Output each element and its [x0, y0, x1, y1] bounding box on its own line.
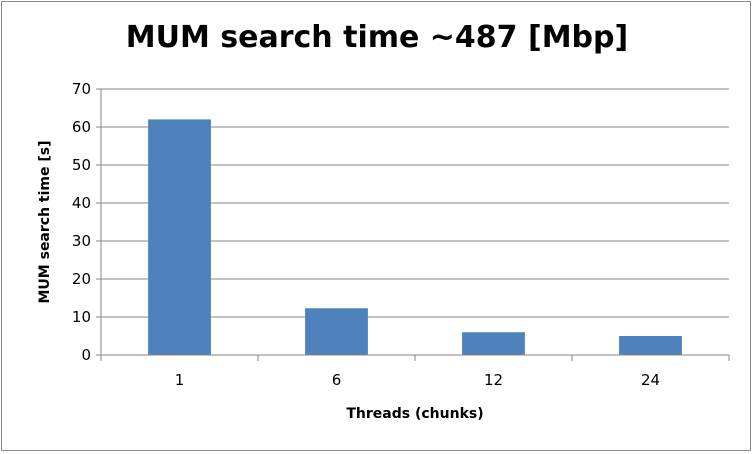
- bar-12: [462, 332, 525, 355]
- x-tick-label: 24: [641, 371, 660, 389]
- bars: [148, 119, 682, 356]
- bar-24: [619, 336, 682, 355]
- bar-1: [148, 119, 211, 356]
- y-tick-label: 0: [81, 346, 91, 364]
- x-tick-label: 6: [332, 371, 342, 389]
- y-axis-label: MUM search time [s]: [37, 140, 53, 303]
- y-tick-label: 50: [72, 156, 91, 174]
- x-tick-label: 12: [484, 371, 503, 389]
- y-tick-label: 30: [72, 232, 91, 250]
- x-axis-label: Threads (chunks): [346, 406, 483, 422]
- y-tick-label: 60: [72, 118, 91, 136]
- y-tick-label: 70: [72, 80, 91, 98]
- x-tick-labels: 1 6 12 24: [100, 355, 730, 389]
- y-tick-label: 40: [72, 194, 91, 212]
- x-tick-label: 1: [175, 371, 185, 389]
- y-tick-label: 20: [72, 270, 91, 288]
- bar-6: [305, 308, 368, 355]
- y-tick-label: 10: [72, 308, 91, 326]
- chart-title: MUM search time ~487 [Mbp]: [125, 20, 629, 55]
- y-tick-labels: 0 10 20 30 40 50 60 70: [72, 80, 101, 364]
